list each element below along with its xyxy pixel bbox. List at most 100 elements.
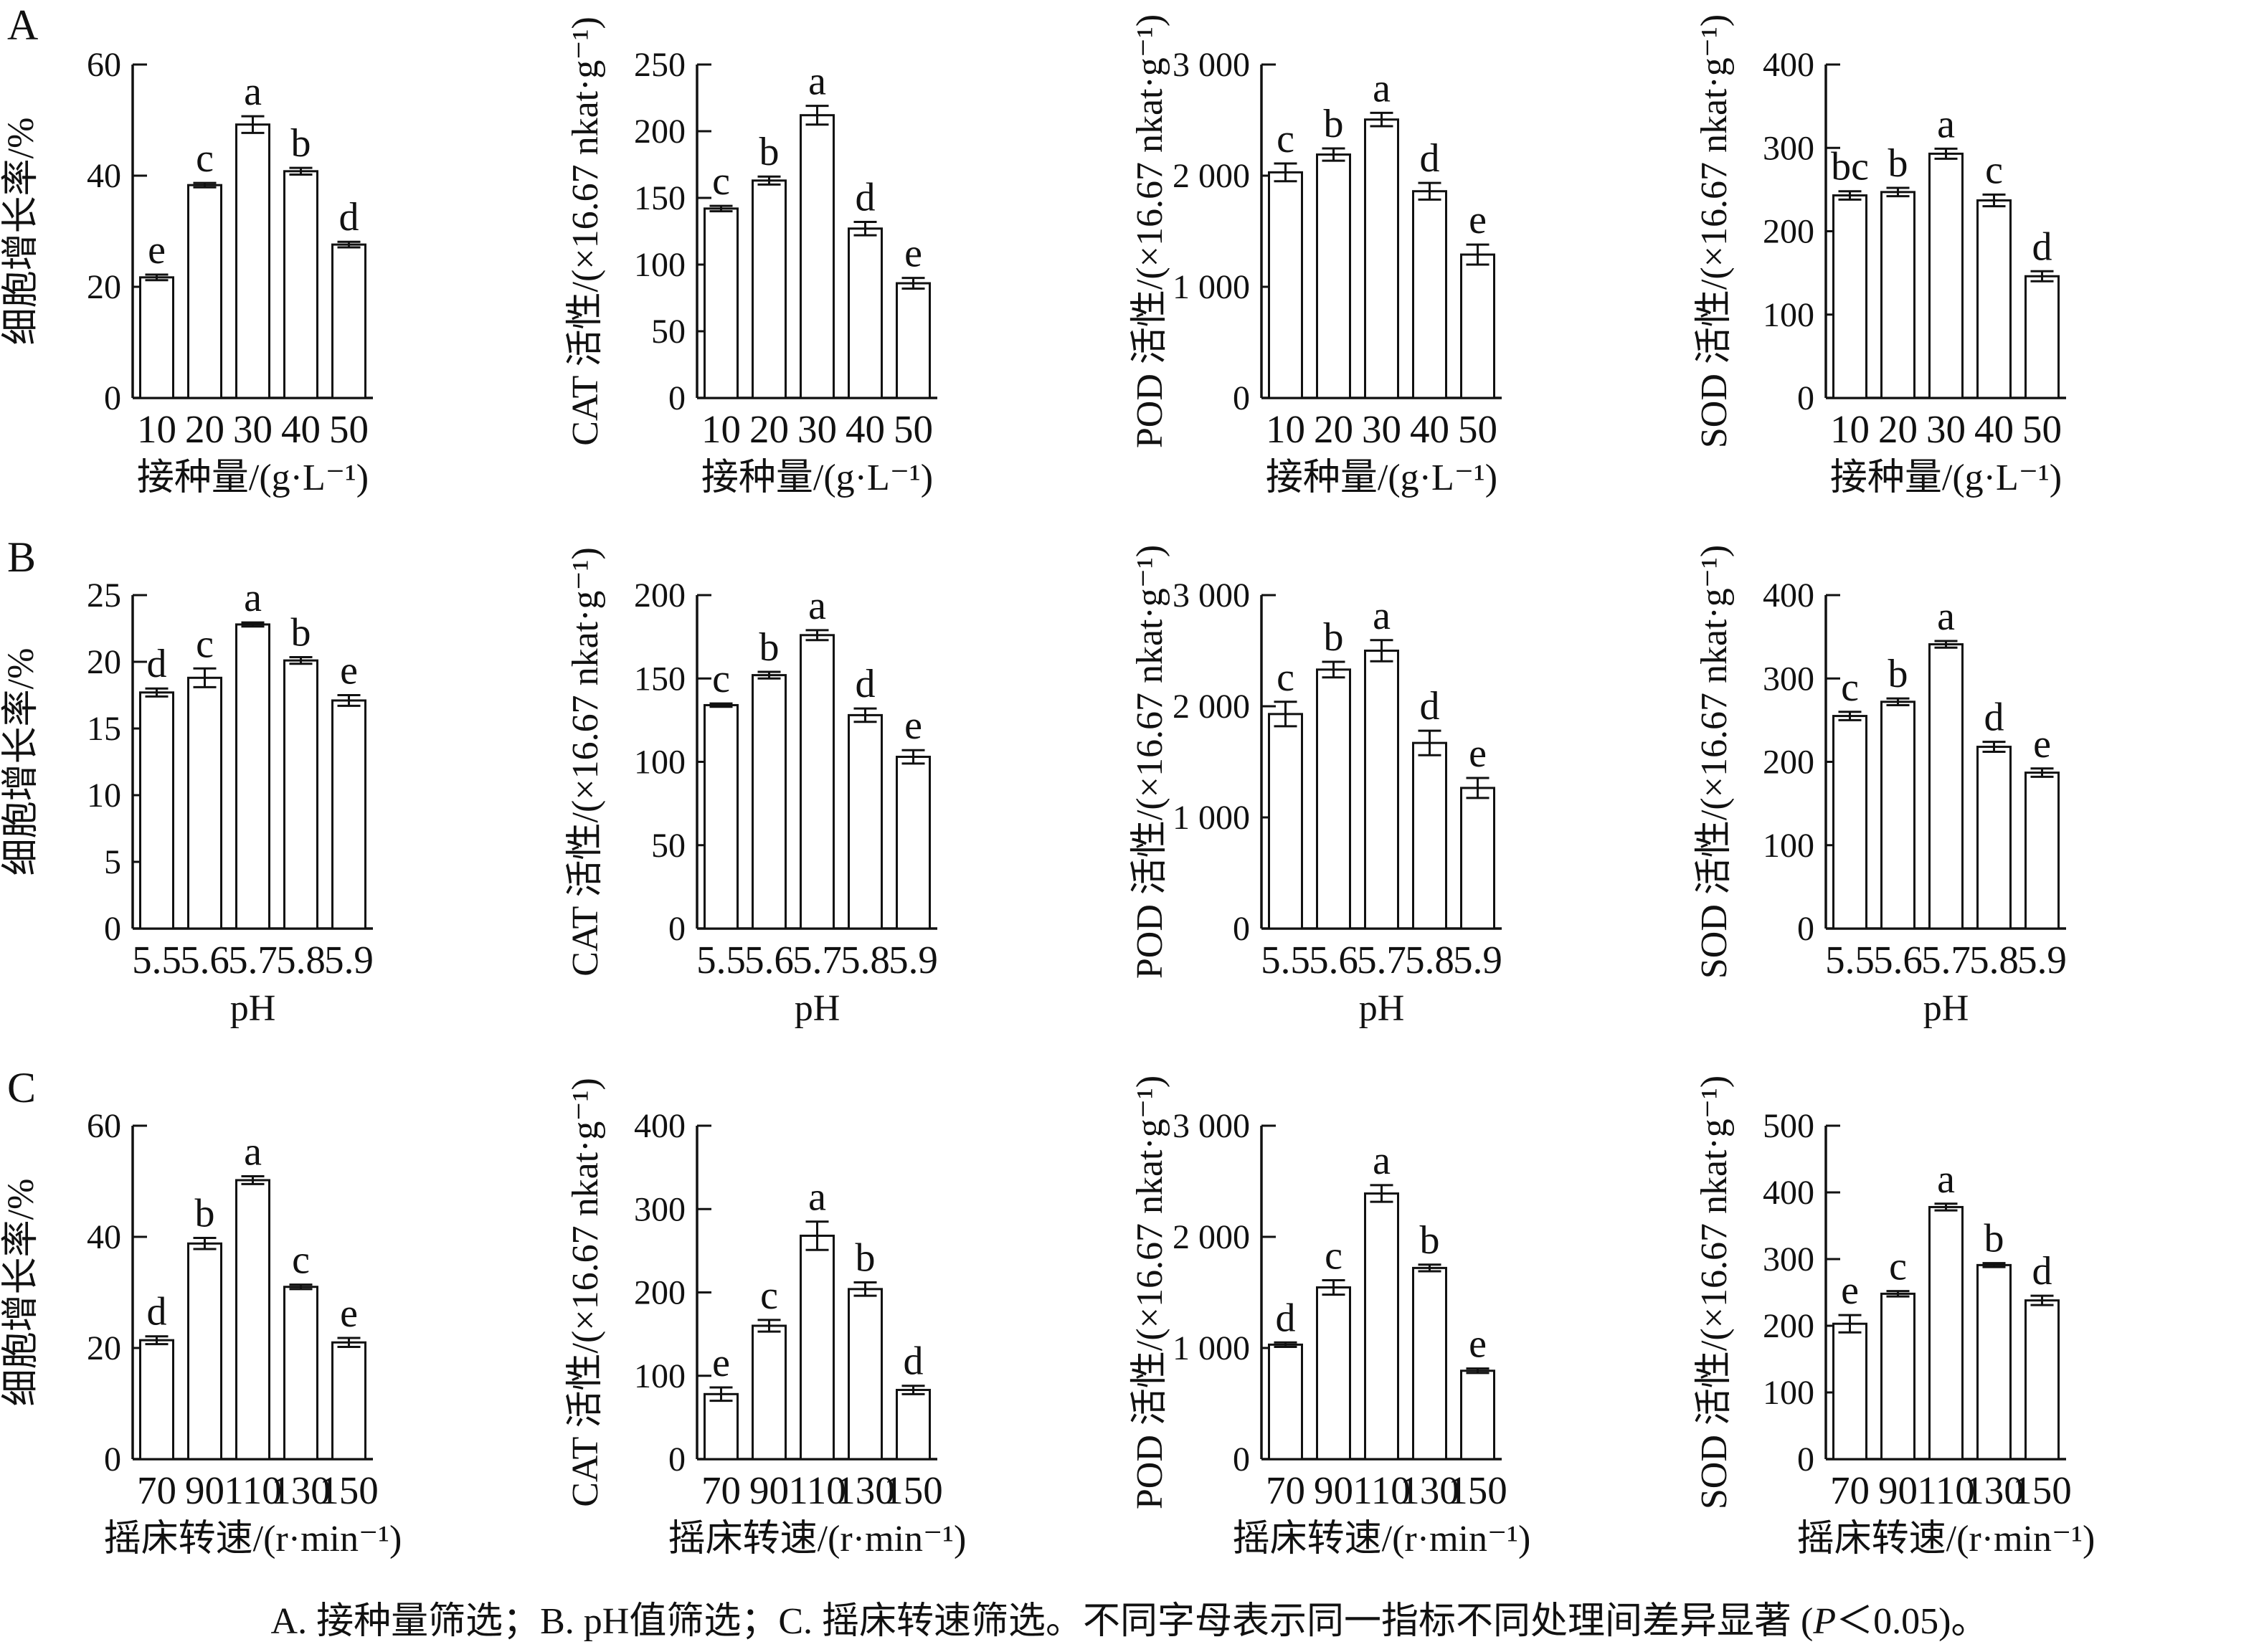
y-tick-label: 0	[668, 1440, 686, 1478]
caption-p-symbol: P	[1813, 1601, 1837, 1642]
sig-letter: a	[808, 1175, 826, 1220]
bar-b-sod-5.8	[1976, 746, 2012, 930]
bar-a-growth-rate-20	[187, 184, 222, 399]
x-tick-label: 5.9	[1453, 938, 1502, 982]
sig-letter: c	[196, 622, 214, 666]
panel-label-b: B	[7, 533, 37, 581]
y-tick-label: 200	[1763, 213, 1814, 251]
chart-a-growth-rate: 0 20 40 60 e 10 c 20 a 30 b 40 d 50 细胞增长率/% 接种量/(g·L⁻¹)	[0, 0, 564, 531]
sig-letter: c	[760, 1273, 778, 1318]
x-tick-label: 20	[1314, 407, 1353, 451]
bar-a-sod-20	[1880, 191, 1915, 399]
sig-letter: d	[856, 662, 876, 706]
y-tick-label: 0	[104, 1440, 121, 1478]
sig-letter: b	[759, 130, 780, 174]
y-tick-label: 60	[87, 46, 121, 84]
x-tick-label: 40	[1974, 407, 2014, 451]
y-tick-label: 2 000	[1173, 157, 1250, 195]
figure-caption: A. 接种量筛选；B. pH值筛选；C. 摇床转速筛选。不同字母表示同一指标不同…	[0, 1590, 2259, 1644]
y-tick-label: 200	[634, 576, 686, 614]
bar-b-growth-rate-5.5	[139, 691, 174, 930]
y-tick-label: 400	[1763, 46, 1814, 84]
bar-a-growth-rate-30	[235, 123, 270, 399]
bar-c-cat-110	[800, 1234, 835, 1461]
y-tick-label: 0	[1797, 379, 1814, 417]
sig-letter: a	[1937, 594, 1955, 639]
x-tick-label: 10	[137, 407, 176, 451]
y-tick-label: 5	[104, 843, 121, 881]
x-tick-label: 20	[1878, 407, 1918, 451]
bar-a-cat-40	[848, 227, 883, 399]
y-tick-label: 0	[668, 379, 686, 417]
x-axis-label: 接种量/(g·L⁻¹)	[137, 457, 369, 498]
x-tick-label: 110	[1353, 1468, 1410, 1512]
bar-b-pod-5.5	[1268, 713, 1303, 930]
sig-letter: a	[244, 1130, 262, 1174]
y-tick-label: 25	[87, 576, 121, 614]
sig-letter: a	[1937, 102, 1955, 146]
x-tick-label: 20	[185, 407, 224, 451]
bar-a-cat-30	[800, 114, 835, 399]
chart-b-pod: 0 1 000 2 000 3 000 c 5.5 b 5.6 a 5.7 d 5.8 e 5.9 POD …	[1129, 531, 1693, 1061]
bar-a-pod-20	[1316, 153, 1351, 399]
sig-letter: a	[1373, 1139, 1391, 1183]
sig-letter: c	[1841, 665, 1859, 710]
chart-svg-a-sod: 0 100 200 300 400 bc 10 b 20 a 30 c 40 d 50 SOD 活性/(×16…	[1694, 14, 2066, 498]
y-tick-label: 300	[1763, 1240, 1814, 1278]
x-tick-label: 70	[701, 1468, 741, 1512]
bar-c-sod-110	[1928, 1205, 1964, 1461]
bar-c-pod-70	[1268, 1343, 1303, 1461]
sig-letter: d	[1984, 696, 2004, 740]
bar-a-growth-rate-10	[139, 276, 174, 399]
x-tick-label: 5.6	[1309, 938, 1358, 982]
y-tick-label: 0	[1233, 379, 1250, 417]
bar-c-pod-130	[1412, 1266, 1447, 1461]
bar-b-cat-5.6	[752, 674, 787, 930]
y-tick-label: 3 000	[1173, 576, 1250, 614]
y-tick-label: 20	[87, 643, 121, 681]
sig-letter: e	[712, 1341, 730, 1385]
chart-svg-a-cat: 0 50 100 150 200 250 c 10 b 20 a 30 d 40 e 50 CAT 活性/(×1…	[565, 16, 937, 498]
bar-c-cat-90	[752, 1324, 787, 1461]
chart-svg-c-growth-rate: 0 20 40 60 d 70 b 90 a 110 c 130 e 150 细胞增长率/% 摇床转速/(r·…	[1, 1107, 402, 1560]
x-tick-label: 90	[1314, 1468, 1353, 1512]
x-tick-label: 50	[894, 407, 933, 451]
y-axis-label: POD 活性/(×16.67 nkat·g⁻¹)	[1130, 1076, 1170, 1509]
x-tick-label: 150	[2012, 1468, 2072, 1512]
sig-letter: d	[339, 195, 359, 239]
sig-letter: c	[712, 657, 730, 701]
bar-c-growth-rate-130	[283, 1286, 318, 1461]
sig-letter: b	[1420, 1218, 1440, 1263]
sig-letter: d	[147, 1290, 167, 1334]
y-axis-label: SOD 活性/(×16.67 nkat·g⁻¹)	[1694, 545, 1735, 979]
sig-letter: a	[1373, 594, 1391, 638]
x-tick-label: 110	[224, 1468, 281, 1512]
x-tick-label: 5.5	[1261, 938, 1310, 982]
sig-letter: e	[148, 228, 166, 272]
bar-b-sod-5.7	[1928, 643, 1964, 930]
bar-b-sod-5.5	[1832, 715, 1867, 930]
sig-letter: b	[856, 1236, 876, 1281]
x-tick-label: 5.7	[792, 938, 842, 982]
sig-letter: b	[1888, 652, 1908, 696]
x-tick-label: 70	[1266, 1468, 1305, 1512]
sig-letter: c	[292, 1238, 310, 1283]
bar-c-growth-rate-70	[139, 1339, 174, 1461]
x-tick-label: 5.6	[1873, 938, 1923, 982]
bar-a-cat-50	[896, 282, 931, 399]
x-tick-label: 110	[788, 1468, 846, 1512]
y-tick-label: 300	[1763, 129, 1814, 167]
chart-svg-a-pod: 0 1 000 2 000 3 000 c 10 b 20 a 30 d 40 e 50 POD 活性/(×…	[1130, 14, 1502, 498]
x-tick-label: 10	[1266, 407, 1305, 451]
sig-letter: d	[1420, 136, 1440, 181]
x-axis-label: 摇床转速/(r·min⁻¹)	[668, 1519, 967, 1560]
sig-letter: b	[1324, 102, 1344, 146]
bar-b-cat-5.7	[800, 634, 835, 930]
sig-letter: e	[904, 703, 922, 748]
x-tick-label: 90	[185, 1468, 224, 1512]
y-tick-label: 20	[87, 1329, 121, 1367]
sig-letter: c	[712, 159, 730, 204]
bar-a-pod-50	[1460, 253, 1495, 399]
y-tick-label: 1 000	[1173, 268, 1250, 306]
x-tick-label: 130	[271, 1468, 331, 1512]
